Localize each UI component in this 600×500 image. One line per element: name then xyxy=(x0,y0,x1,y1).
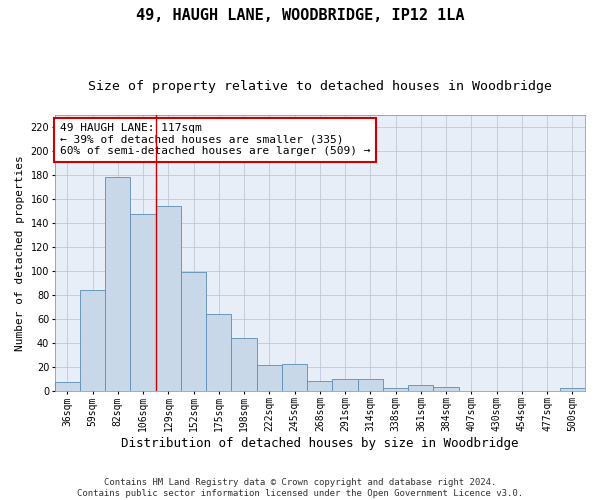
Bar xyxy=(156,206,181,390)
Bar xyxy=(332,378,358,390)
Bar xyxy=(55,382,80,390)
Text: 49 HAUGH LANE: 117sqm
← 39% of detached houses are smaller (335)
60% of semi-det: 49 HAUGH LANE: 117sqm ← 39% of detached … xyxy=(60,124,371,156)
Title: Size of property relative to detached houses in Woodbridge: Size of property relative to detached ho… xyxy=(88,80,552,93)
Bar xyxy=(560,388,585,390)
Bar xyxy=(105,178,130,390)
Bar xyxy=(433,387,459,390)
Bar xyxy=(307,381,332,390)
Bar xyxy=(383,388,408,390)
Y-axis label: Number of detached properties: Number of detached properties xyxy=(15,155,25,350)
Text: 49, HAUGH LANE, WOODBRIDGE, IP12 1LA: 49, HAUGH LANE, WOODBRIDGE, IP12 1LA xyxy=(136,8,464,22)
Bar xyxy=(282,364,307,390)
Bar xyxy=(206,314,232,390)
Bar xyxy=(232,338,257,390)
Bar xyxy=(181,272,206,390)
Bar xyxy=(130,214,156,390)
Text: Contains HM Land Registry data © Crown copyright and database right 2024.
Contai: Contains HM Land Registry data © Crown c… xyxy=(77,478,523,498)
Bar xyxy=(80,290,105,390)
Bar xyxy=(257,366,282,390)
X-axis label: Distribution of detached houses by size in Woodbridge: Distribution of detached houses by size … xyxy=(121,437,518,450)
Bar xyxy=(408,384,433,390)
Bar xyxy=(358,378,383,390)
